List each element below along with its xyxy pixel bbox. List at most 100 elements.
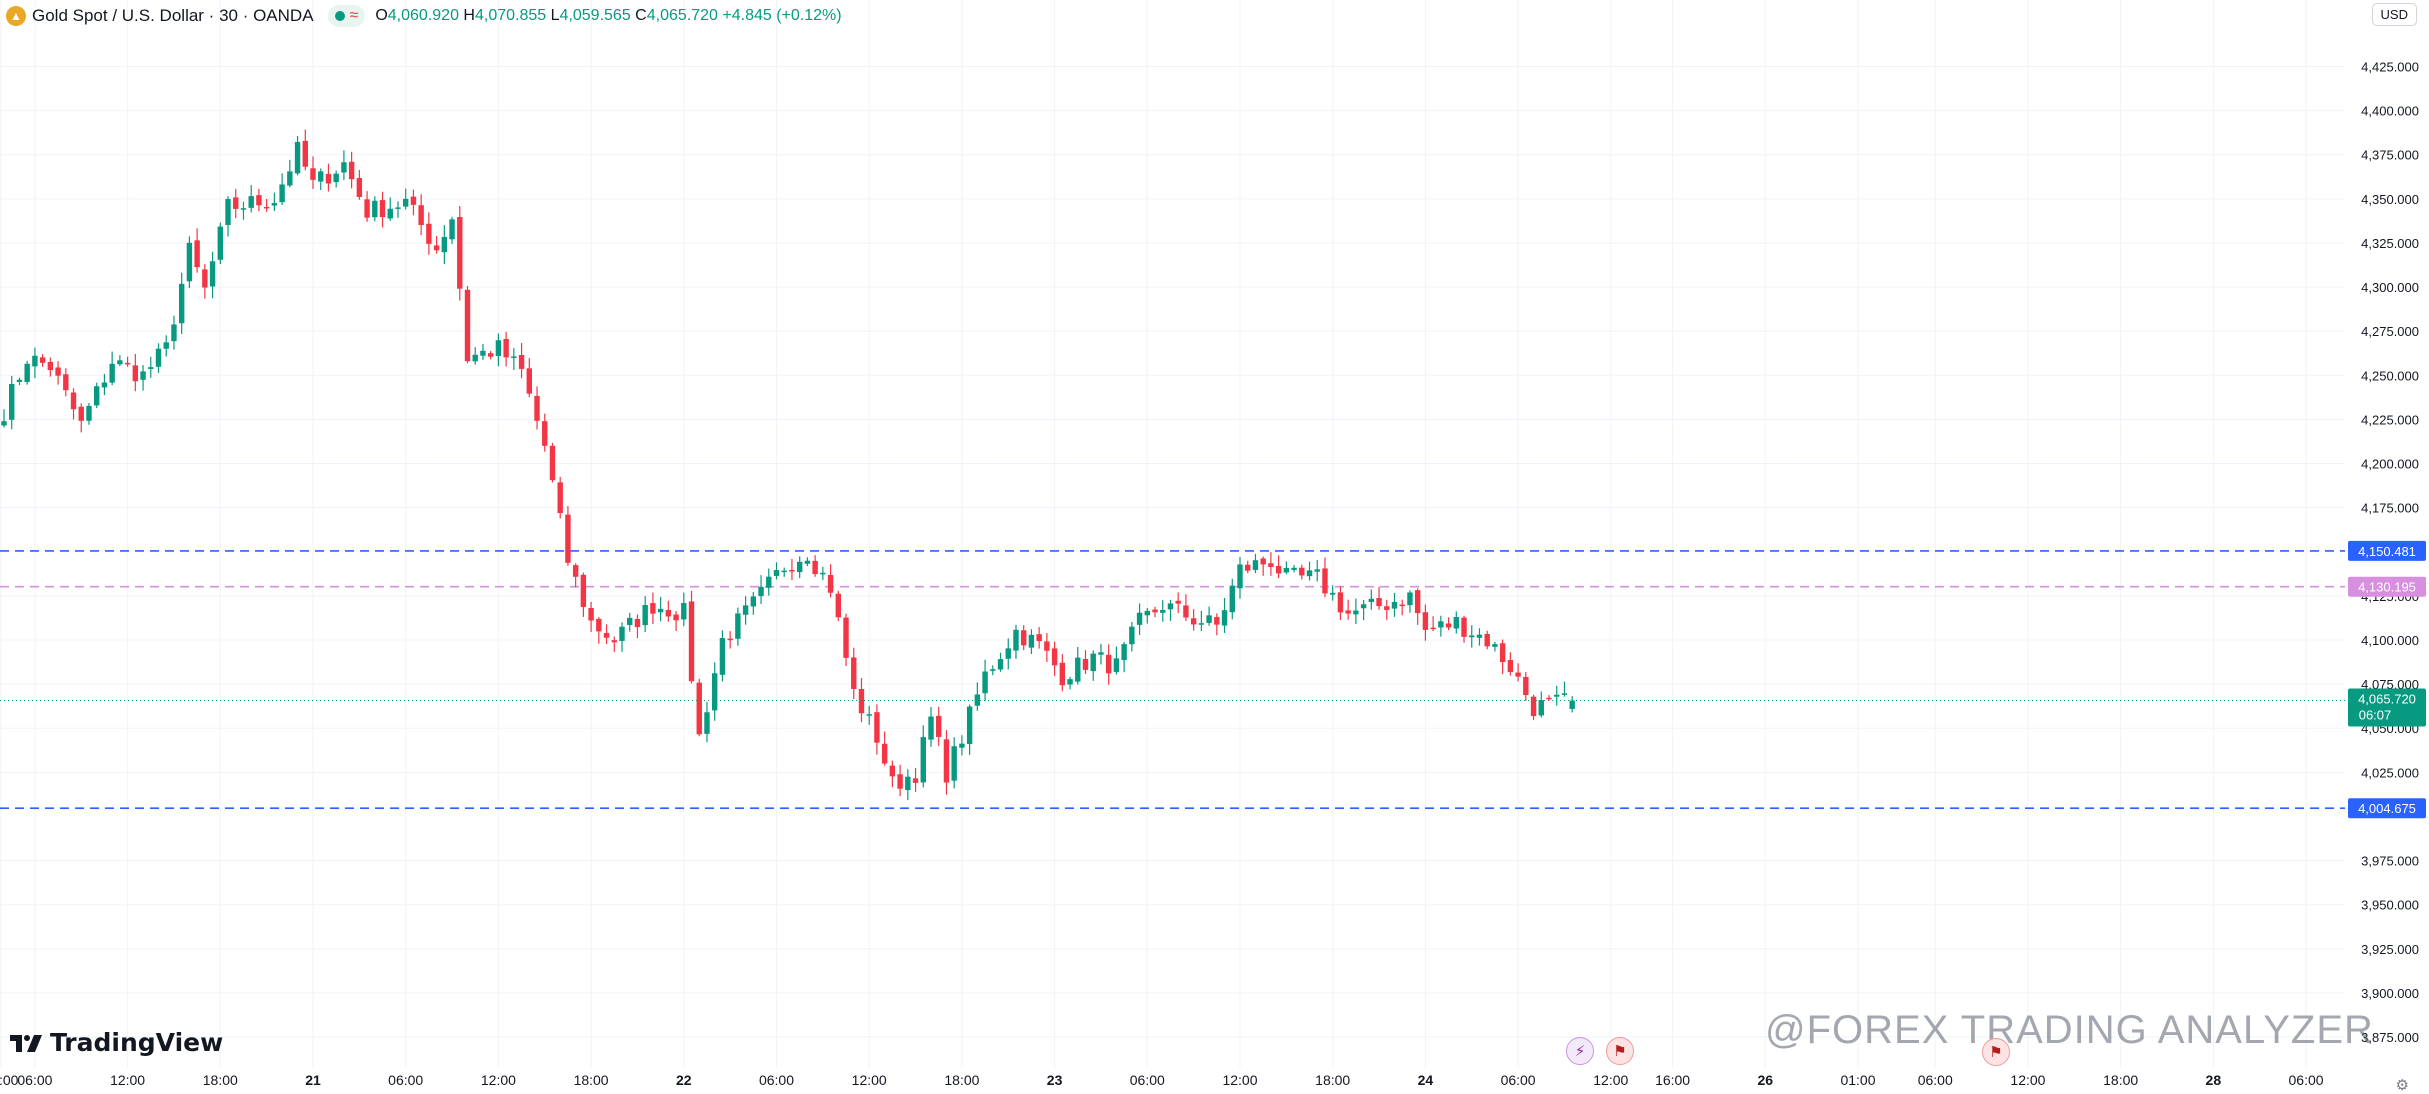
- x-tick-label: 12:00: [2010, 1072, 2045, 1088]
- candle-body: [1430, 627, 1436, 630]
- candle-body: [773, 570, 780, 576]
- candle-body: [866, 714, 872, 716]
- candle-body: [1476, 634, 1483, 638]
- candle-body: [263, 206, 270, 209]
- horizontal-lines: [0, 550, 2345, 810]
- candle-body: [1275, 566, 1282, 574]
- tradingview-logo[interactable]: TradingView: [10, 1028, 223, 1057]
- candle-body: [804, 560, 811, 564]
- candle-body: [1067, 679, 1073, 685]
- candle-body: [1198, 623, 1205, 625]
- candle-body: [426, 223, 432, 244]
- candle-body: [611, 640, 617, 643]
- candle-body: [379, 200, 386, 218]
- candle-body: [140, 371, 146, 380]
- candle-body: [186, 242, 193, 282]
- candle-body: [480, 350, 486, 356]
- x-tick-label: 21: [305, 1072, 321, 1088]
- x-tick-label: 12:00: [1222, 1072, 1257, 1088]
- candle-body: [912, 778, 919, 783]
- candle-body: [719, 638, 726, 675]
- candle-body: [217, 226, 223, 260]
- level-price-tag: [2348, 798, 2426, 819]
- event-us-flag-icon-2[interactable]: ⚑: [1982, 1038, 2010, 1066]
- candle-body: [101, 382, 108, 388]
- y-tick-label: 4,025.000: [2361, 765, 2419, 780]
- candle-body: [124, 362, 131, 365]
- candle-body: [634, 618, 641, 628]
- y-tick-label: 3,950.000: [2361, 898, 2419, 913]
- tradingview-logo-text: TradingView: [50, 1028, 224, 1057]
- candle-body: [943, 739, 950, 783]
- candle-body: [688, 601, 695, 682]
- y-tick-label: 4,200.000: [2361, 457, 2419, 472]
- x-tick-label: 18:00: [2103, 1072, 2138, 1088]
- candle-body: [1499, 643, 1506, 663]
- candle-body: [796, 561, 803, 573]
- event-lightning-icon[interactable]: ⚡: [1566, 1037, 1594, 1065]
- candle-body: [1314, 569, 1320, 572]
- candle-body: [1005, 648, 1011, 659]
- candle-body: [155, 348, 162, 367]
- candle-body: [16, 379, 23, 382]
- candle-body: [418, 205, 424, 225]
- symbol-title[interactable]: Gold Spot / U.S. Dollar · 30 · OANDA: [32, 6, 314, 25]
- candle-body: [1422, 612, 1429, 630]
- level-price-label: 4,150.481: [2358, 544, 2416, 559]
- candle-body: [233, 197, 239, 209]
- candle-body: [742, 605, 749, 615]
- candle-body: [1059, 662, 1066, 686]
- candle-body: [596, 618, 602, 632]
- high-label: H: [463, 7, 475, 24]
- event-us-flag-icon[interactable]: ⚑: [1606, 1037, 1634, 1065]
- candle-body: [1214, 617, 1220, 625]
- candle-body: [287, 171, 293, 186]
- candle-body: [202, 269, 208, 288]
- candle-body: [464, 289, 471, 362]
- x-tick-label: 01:00: [1840, 1072, 1875, 1088]
- y-tick-label: 3,925.000: [2361, 942, 2419, 957]
- x-tick-label: 06:00: [1918, 1072, 1953, 1088]
- candle-body: [588, 607, 594, 621]
- candle-body: [1245, 564, 1251, 571]
- candle-body: [1445, 623, 1452, 628]
- candle-body: [1160, 610, 1166, 613]
- candle-body: [1523, 676, 1529, 696]
- market-status-pill[interactable]: ≈: [327, 5, 366, 27]
- x-tick-label: 02:00: [0, 1072, 19, 1088]
- settings-gear-icon[interactable]: ⚙: [2395, 1077, 2409, 1094]
- candle-body: [1090, 653, 1096, 672]
- y-tick-label: 4,275.000: [2361, 324, 2419, 339]
- candle-body: [881, 743, 888, 764]
- candle-body: [1330, 592, 1336, 595]
- currency-button[interactable]: USD: [2371, 3, 2417, 26]
- candle-body: [70, 392, 77, 410]
- candle-body: [1175, 600, 1181, 604]
- x-tick-label: 06:00: [1501, 1072, 1536, 1088]
- candle-body: [1268, 563, 1274, 567]
- candle-body: [1021, 630, 1027, 646]
- candle-body: [1051, 648, 1058, 666]
- candle-body: [248, 196, 254, 208]
- candle-body: [47, 361, 54, 371]
- close-value: 4,065.720: [646, 7, 718, 24]
- candle-body: [1538, 700, 1544, 716]
- candle-body: [1144, 610, 1150, 616]
- candle-body: [279, 184, 285, 203]
- candle-body: [1098, 652, 1104, 655]
- candle-body: [1453, 617, 1459, 629]
- level-price-tag: [2348, 576, 2426, 597]
- symbol-header: ▲ Gold Spot / U.S. Dollar · 30 · OANDA ≈…: [6, 3, 842, 29]
- candle-body: [341, 162, 347, 173]
- candle-body: [812, 560, 818, 575]
- bar-countdown-label: 06:07: [2359, 707, 2392, 722]
- candle-body: [889, 765, 896, 777]
- candle-body: [820, 572, 826, 575]
- candle-body: [1, 421, 7, 426]
- candle-body: [1136, 612, 1143, 625]
- candle-body: [735, 613, 741, 639]
- candle-body: [959, 743, 965, 748]
- candle-body: [1260, 558, 1266, 565]
- candle-body: [94, 386, 100, 406]
